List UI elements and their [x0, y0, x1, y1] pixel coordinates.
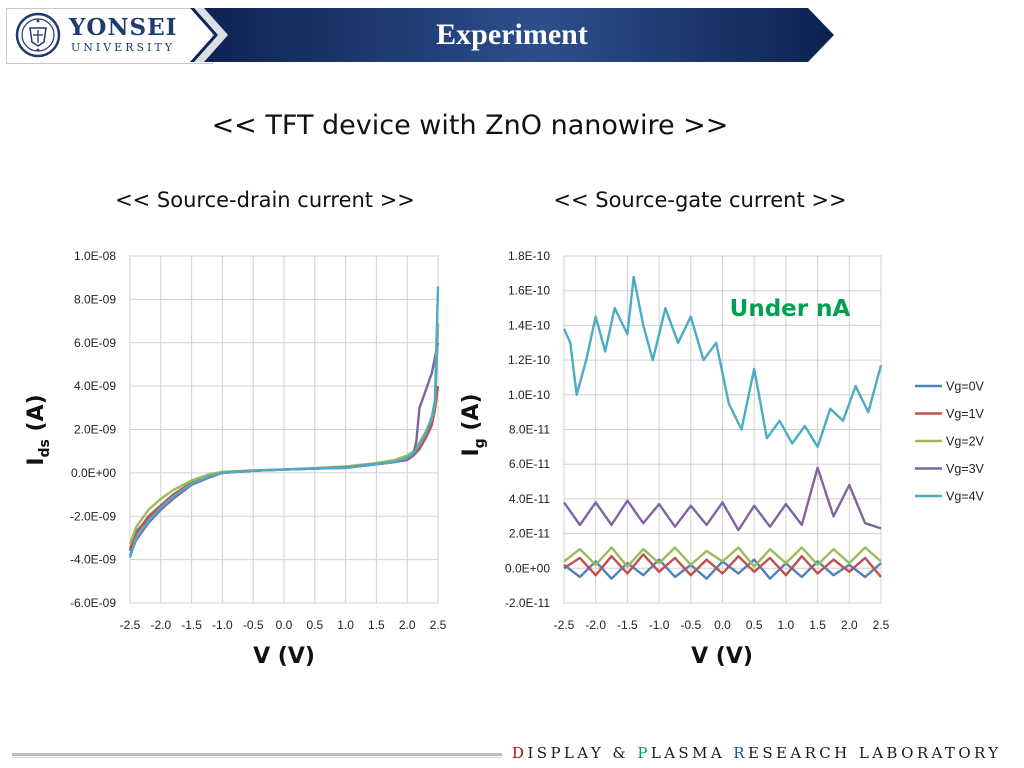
series-line-vg-2v	[563, 546, 882, 568]
x-tick-label: -0.5	[680, 618, 701, 632]
university-subtitle: UNIVERSITY	[71, 41, 175, 54]
x-tick-label: -1.0	[212, 618, 233, 632]
x-tick-label: -0.5	[243, 618, 264, 632]
y-tick-label: 6.0E-09	[74, 336, 116, 350]
y-tick-label: 1.6E-10	[508, 284, 550, 298]
y-tick-label: -2.0E-09	[70, 509, 116, 523]
x-tick-label: -2.0	[585, 618, 606, 632]
lab-word-display: ISPLAY	[527, 744, 605, 762]
y-tick-label: 1.0E-10	[508, 388, 550, 402]
y-axis-label-subscript: ds	[37, 439, 53, 457]
lab-initial-r: R	[733, 744, 748, 762]
y-axis-label-unit: (A)	[24, 394, 49, 439]
y-axis-label-subscript: g	[472, 438, 488, 448]
x-tick-label: 1.0	[778, 618, 795, 632]
university-logo: YONSEI UNIVERSITY	[6, 8, 213, 64]
y-tick-label: 1.8E-10	[508, 249, 550, 263]
slide-header: YONSEI UNIVERSITY Experiment	[0, 0, 1024, 68]
y-axis-label-unit: (A)	[459, 393, 484, 438]
legend-label: Vg=0V	[946, 380, 985, 394]
y-tick-label: 2.0E-11	[509, 527, 550, 541]
series-line-vg-3v	[563, 466, 882, 532]
yonsei-seal-icon	[15, 12, 61, 58]
y-tick-label: 2.0E-09	[74, 423, 116, 437]
charts-canvas: -2.5 -2.0 -1.5 -1.0 -0.5 0.0 0.5 1.0 1.5 2.0 2.5 1.…	[24, 249, 985, 669]
y-tick-label: -2.0E-11	[505, 596, 550, 610]
y-axis-label-main: I	[24, 457, 49, 465]
x-tick-label: 1.5	[368, 618, 385, 632]
x-tick-label: 0.0	[714, 618, 731, 632]
footer-rule	[12, 753, 502, 756]
y-tick-label: 1.0E-08	[74, 249, 116, 263]
legend-label: Vg=2V	[946, 435, 985, 449]
x-tick-label: -1.0	[649, 618, 670, 632]
lab-initial-d: D	[512, 744, 528, 762]
y-tick-label: 8.0E-11	[509, 423, 550, 437]
lab-word-research: ESEARCH	[747, 744, 851, 762]
legend-label: Vg=1V	[946, 407, 985, 421]
x-tick-label: 2.5	[873, 618, 890, 632]
footer-rule-thin	[12, 757, 502, 758]
chart-title-source-gate: << Source-gate current >>	[553, 188, 847, 212]
y-axis-label-main: I	[459, 448, 484, 456]
lab-word-plasma: LASMA	[650, 744, 726, 762]
lab-initial-p: P	[637, 744, 651, 762]
legend-label: Vg=3V	[946, 462, 985, 476]
y-tick-label: 1.4E-10	[508, 318, 550, 332]
lab-name: DISPLAY & PLASMA RESEARCH LABORATORY	[512, 744, 1002, 762]
chart-annotation: Under nA	[730, 296, 851, 322]
y-tick-label: 4.0E-09	[74, 379, 116, 393]
title-banner	[190, 8, 834, 62]
x-tick-label: 2.0	[399, 618, 416, 632]
y-tick-label: 0.0E+00	[505, 561, 550, 575]
chart-title-source-drain: << Source-drain current >>	[115, 188, 415, 212]
y-tick-label: -4.0E-09	[70, 553, 116, 567]
x-tick-label: -2.5	[554, 618, 575, 632]
y-axis-label: Ig (A)	[459, 393, 488, 456]
x-tick-label: 2.0	[841, 618, 858, 632]
series-line-vg-4v	[128, 286, 440, 558]
lab-ampersand: &	[612, 744, 630, 762]
y-tick-label: 1.2E-10	[508, 353, 550, 367]
y-tick-label: 8.0E-09	[74, 292, 116, 306]
x-axis-label: V (V)	[691, 644, 753, 669]
x-tick-label: -1.5	[181, 618, 202, 632]
series-line-vg-1v	[563, 553, 882, 578]
x-tick-label: 1.0	[337, 618, 354, 632]
x-tick-label: 1.5	[809, 618, 826, 632]
y-tick-label: -6.0E-09	[70, 596, 116, 610]
x-tick-label: 0.0	[276, 618, 293, 632]
y-tick-label: 6.0E-11	[509, 457, 550, 471]
x-tick-label: -2.0	[150, 618, 171, 632]
y-tick-label: 4.0E-11	[509, 492, 550, 506]
x-tick-label: -1.5	[617, 618, 638, 632]
legend-label: Vg=4V	[946, 490, 985, 504]
lab-word-laboratory: LABORATORY	[858, 744, 1002, 762]
series-line-vg-4v	[562, 275, 883, 449]
x-tick-label: -2.5	[120, 618, 141, 632]
x-axis-label: V (V)	[253, 644, 315, 669]
y-axis-label: Ids (A)	[24, 394, 53, 465]
slide-title: << TFT device with ZnO nanowire >>	[211, 110, 729, 141]
x-tick-label: 0.5	[746, 618, 763, 632]
y-tick-label: 0.0E+00	[71, 466, 116, 480]
x-tick-label: 0.5	[306, 618, 323, 632]
x-tick-label: 2.5	[430, 618, 447, 632]
section-title: Experiment	[436, 18, 588, 51]
university-name: YONSEI	[69, 14, 178, 41]
